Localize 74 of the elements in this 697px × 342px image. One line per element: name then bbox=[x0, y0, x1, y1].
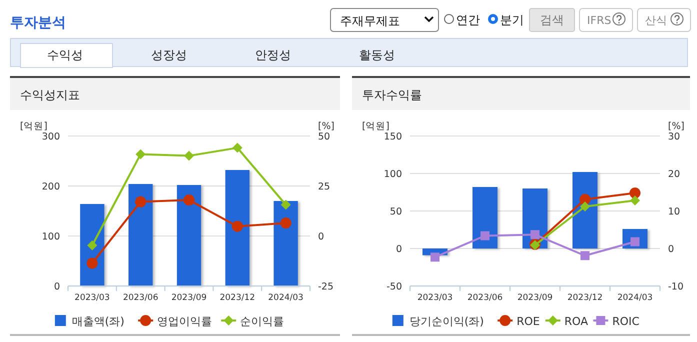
legend-label: ROIC bbox=[612, 315, 640, 328]
y-tick-label: 100 bbox=[384, 169, 402, 180]
point bbox=[630, 196, 640, 206]
x-tick-label: 2023/12 bbox=[567, 293, 603, 303]
text: 안정성 bbox=[255, 48, 291, 62]
y-tick-label: 100 bbox=[42, 232, 60, 242]
legend-label: ROE bbox=[516, 315, 540, 328]
bar bbox=[274, 201, 298, 286]
y-axis-title: [억원] bbox=[20, 121, 48, 132]
x-tick-label: 2024/03 bbox=[617, 293, 653, 303]
text: 주재무제표 bbox=[340, 14, 400, 28]
y2-tick-label: 20 bbox=[668, 169, 680, 180]
y2-tick-label: 30 bbox=[668, 132, 680, 142]
text: 성장성 bbox=[151, 48, 187, 62]
y-axis-title: [억원] bbox=[362, 121, 390, 132]
y2-tick-label: 25 bbox=[318, 182, 330, 192]
point bbox=[184, 194, 194, 206]
y-tick-label: 0 bbox=[396, 244, 402, 255]
point bbox=[280, 200, 291, 210]
y-tick-label: 300 bbox=[42, 132, 60, 142]
point bbox=[87, 240, 98, 250]
point bbox=[480, 231, 490, 240]
point bbox=[580, 251, 590, 260]
y2-axis-title: [%] bbox=[318, 121, 334, 132]
y-tick-label: 150 bbox=[384, 132, 402, 142]
y-tick-label: -50 bbox=[386, 282, 402, 292]
chart-title: 투자수익률 bbox=[362, 88, 422, 102]
x-tick-label: 2023/06 bbox=[467, 293, 503, 303]
bar bbox=[472, 187, 498, 248]
point bbox=[135, 196, 146, 208]
y2-axis-title: [%] bbox=[668, 121, 684, 132]
chart-title: 수익성지표 bbox=[20, 88, 80, 102]
point bbox=[184, 150, 194, 161]
x-tick-label: 2023/03 bbox=[74, 293, 110, 303]
point bbox=[530, 230, 540, 240]
point bbox=[86, 258, 98, 269]
text: 산식 bbox=[645, 14, 667, 27]
legend-label: 영업이익률 bbox=[157, 315, 212, 328]
point bbox=[280, 218, 292, 228]
x-tick-label: 2023/03 bbox=[417, 293, 453, 303]
x-tick-label: 2023/06 bbox=[122, 293, 158, 303]
legend-label: ROA bbox=[564, 315, 589, 328]
y2-tick-label: -25 bbox=[318, 282, 334, 292]
point bbox=[430, 252, 440, 262]
bar bbox=[128, 184, 153, 286]
y2-tick-label: 50 bbox=[318, 132, 330, 142]
legend-label: 순이익률 bbox=[240, 315, 284, 328]
text: 분기 bbox=[500, 13, 524, 27]
point bbox=[630, 188, 640, 198]
y2-tick-label: 0 bbox=[668, 244, 674, 255]
y-tick-label: 0 bbox=[54, 282, 60, 292]
text: 연간 bbox=[456, 13, 480, 27]
x-tick-label: 2023/09 bbox=[517, 293, 553, 303]
x-tick-label: 2024/03 bbox=[268, 293, 304, 303]
point bbox=[232, 142, 242, 153]
x-tick-label: 2023/12 bbox=[220, 293, 256, 303]
text: 검색 bbox=[540, 13, 564, 27]
legend-label: 매출액(좌) bbox=[72, 315, 124, 328]
text: 수익성 bbox=[47, 48, 83, 62]
legend-label: 당기순이익(좌) bbox=[409, 315, 484, 328]
text: 투자분석 bbox=[10, 15, 66, 31]
point bbox=[232, 220, 243, 232]
bar bbox=[225, 170, 250, 286]
text: IFRS bbox=[587, 14, 612, 27]
y-tick-label: 200 bbox=[42, 182, 60, 192]
text: 활동성 bbox=[359, 48, 395, 62]
y-tick-label: 50 bbox=[390, 206, 402, 218]
point bbox=[136, 149, 146, 160]
point bbox=[580, 202, 590, 212]
y2-tick-label: 10 bbox=[668, 206, 680, 218]
bar bbox=[176, 185, 202, 286]
y2-tick-label: -10 bbox=[668, 282, 684, 292]
y2-tick-label: 0 bbox=[318, 232, 324, 242]
x-tick-label: 2023/09 bbox=[171, 293, 207, 303]
